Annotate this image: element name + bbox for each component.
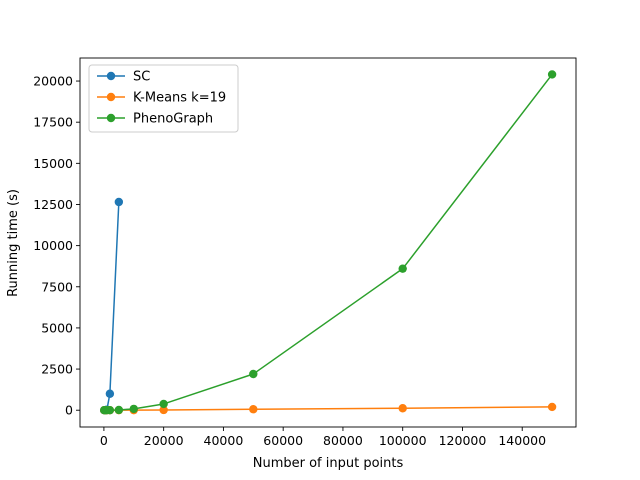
y-tick-label: 7500 [41, 279, 73, 294]
data-point [105, 405, 115, 415]
data-point [547, 70, 557, 79]
x-tick-label: 20000 [144, 433, 184, 448]
y-tick-label: 10000 [33, 238, 73, 253]
legend-marker [106, 113, 116, 123]
plot-frame [79, 57, 577, 428]
legend-label: PhenoGraph [133, 112, 213, 127]
x-tick-label: 60000 [263, 433, 303, 448]
y-tick-label: 12500 [33, 197, 73, 212]
y-tick-label: 17500 [33, 115, 73, 130]
series-line-0 [104, 201, 120, 411]
data-point [159, 399, 168, 409]
legend-box [88, 64, 239, 133]
y-tick-label: 2500 [41, 362, 73, 377]
x-axis-label: Number of input points [253, 456, 404, 471]
data-point [114, 405, 124, 415]
data-point [159, 405, 168, 415]
axes: 0 20000 40000 60000 80000 100000 120000 140000 0… [33, 57, 577, 448]
data-point [249, 369, 258, 379]
legend: SC K-Means k=19 PhenoGraph [88, 64, 239, 133]
y-tick-label: 20000 [33, 74, 73, 89]
legend-label: K-Means k=19 [133, 91, 226, 106]
plot-area [100, 70, 557, 415]
data-point [114, 197, 124, 207]
x-tick-label: 80000 [323, 433, 363, 448]
legend-label: SC [133, 70, 150, 85]
y-tick-label: 15000 [33, 156, 73, 171]
y-axis-label: Running time (s) [6, 189, 21, 297]
x-tick-label: 120000 [439, 433, 487, 448]
series-line-1 [104, 406, 553, 411]
data-point [398, 404, 407, 413]
data-point [129, 404, 138, 414]
legend-marker [106, 71, 116, 81]
data-point [547, 402, 557, 412]
data-point [249, 405, 258, 414]
x-tick-label: 140000 [498, 433, 546, 448]
data-point [105, 389, 115, 398]
x-tick-label: 0 [100, 433, 108, 448]
y-tick-label: 0 [65, 403, 73, 418]
y-tick-label: 5000 [41, 320, 73, 335]
x-tick-label: 100000 [379, 433, 427, 448]
legend-marker [106, 92, 116, 102]
data-point [398, 264, 407, 273]
x-tick-label: 40000 [204, 433, 244, 448]
